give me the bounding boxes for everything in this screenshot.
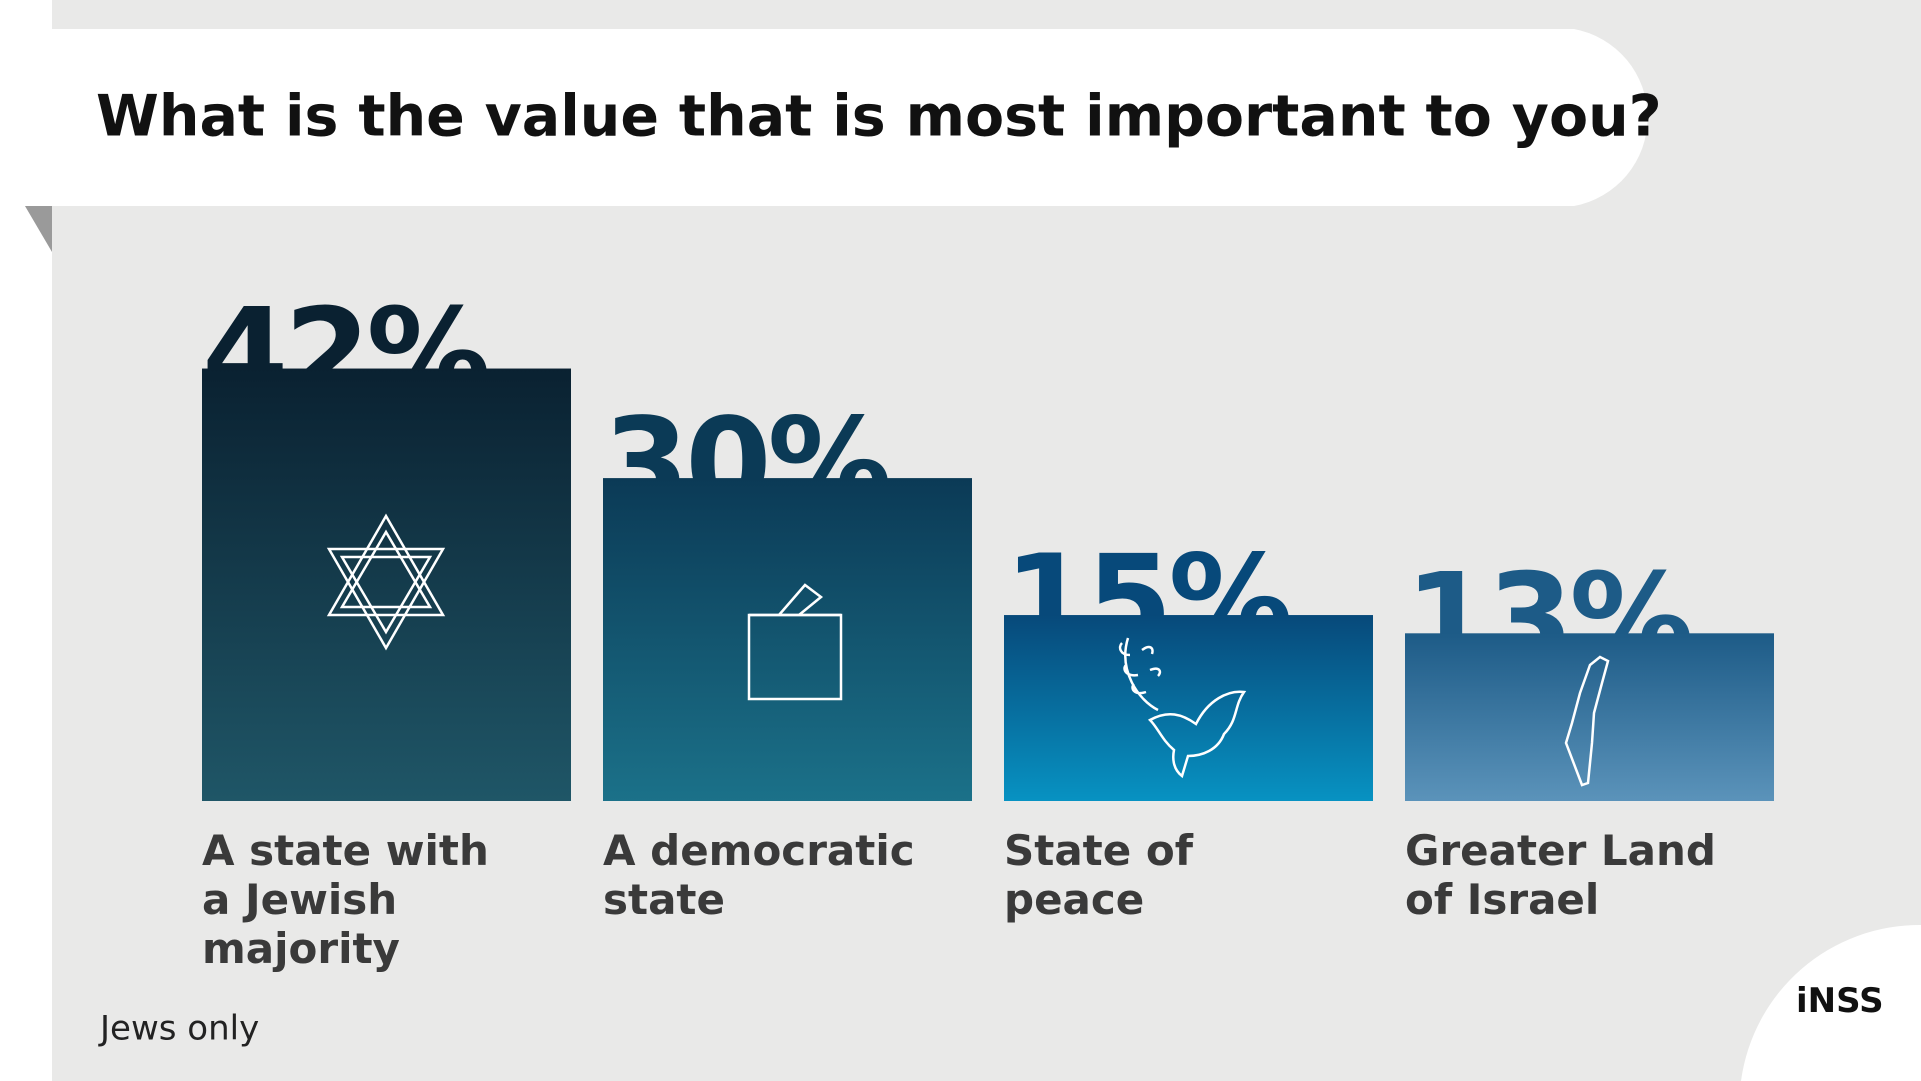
- category-label: A democratic state: [603, 826, 915, 924]
- icons: [326, 513, 1610, 787]
- bar: [1004, 615, 1373, 801]
- category-label: Greater Land of Israel: [1405, 826, 1716, 924]
- bar: [603, 478, 972, 801]
- chart-title: What is the value that is most important…: [96, 84, 1662, 150]
- dove-icon: [1118, 637, 1247, 779]
- fold: [25, 206, 52, 252]
- ballot-icon: [747, 583, 843, 701]
- bars: 42%30%15% 13%: [202, 283, 1774, 801]
- category-label: A state with a Jewish majority: [202, 826, 489, 973]
- note: Jews only: [98, 1009, 259, 1049]
- logo: iNSS: [1796, 981, 1884, 1021]
- title-box: [25, 29, 1648, 206]
- map-icon: [1564, 655, 1610, 787]
- bar: [202, 368, 571, 801]
- star-icon: [326, 513, 446, 651]
- category-label: State of peace: [1004, 826, 1193, 924]
- logo-corner: [1741, 924, 1921, 1081]
